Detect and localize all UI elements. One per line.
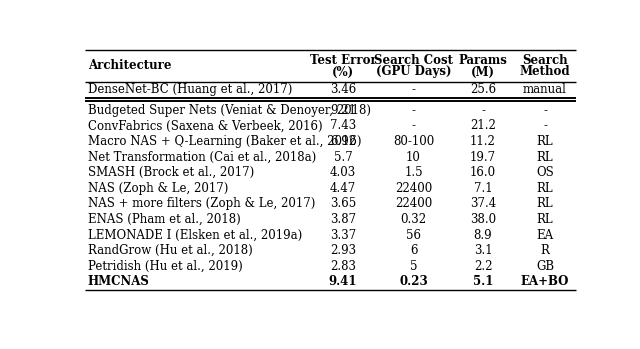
Text: 80-100: 80-100 [393, 135, 434, 148]
Text: Method: Method [520, 66, 570, 79]
Text: Search Cost: Search Cost [374, 54, 453, 67]
Text: 2.2: 2.2 [474, 260, 492, 273]
Text: 4.03: 4.03 [330, 166, 356, 179]
Text: LEMONADE I (Elsken et al., 2019a): LEMONADE I (Elsken et al., 2019a) [88, 229, 302, 242]
Text: ConvFabrics (Saxena & Verbeek, 2016): ConvFabrics (Saxena & Verbeek, 2016) [88, 119, 323, 133]
Text: 6: 6 [410, 244, 417, 257]
Text: 5.1: 5.1 [473, 275, 493, 288]
Text: -: - [412, 119, 415, 133]
Text: 0.23: 0.23 [399, 275, 428, 288]
Text: 4.47: 4.47 [330, 182, 356, 195]
Text: SMASH (Brock et al., 2017): SMASH (Brock et al., 2017) [88, 166, 254, 179]
Text: OS: OS [536, 166, 554, 179]
Text: EA: EA [536, 229, 554, 242]
Text: 22400: 22400 [395, 182, 432, 195]
Text: 38.0: 38.0 [470, 213, 496, 226]
Text: 37.4: 37.4 [470, 198, 496, 210]
Text: 1.5: 1.5 [404, 166, 423, 179]
Text: Petridish (Hu et al., 2019): Petridish (Hu et al., 2019) [88, 260, 243, 273]
Text: 16.0: 16.0 [470, 166, 496, 179]
Text: DenseNet-BC (Huang et al., 2017): DenseNet-BC (Huang et al., 2017) [88, 83, 292, 96]
Text: EA+BO: EA+BO [521, 275, 569, 288]
Text: (%): (%) [332, 66, 354, 79]
Text: 10: 10 [406, 151, 421, 164]
Text: RL: RL [537, 182, 554, 195]
Text: manual: manual [523, 83, 567, 96]
Text: 7.43: 7.43 [330, 119, 356, 133]
Text: Net Transformation (Cai et al., 2018a): Net Transformation (Cai et al., 2018a) [88, 151, 316, 164]
Text: NAS (Zoph & Le, 2017): NAS (Zoph & Le, 2017) [88, 182, 228, 195]
Text: 22400: 22400 [395, 198, 432, 210]
Text: 11.2: 11.2 [470, 135, 496, 148]
Text: 0.32: 0.32 [401, 213, 427, 226]
Text: -: - [481, 104, 485, 117]
Text: Architecture: Architecture [88, 59, 172, 72]
Text: 5: 5 [410, 260, 417, 273]
Text: 25.6: 25.6 [470, 83, 496, 96]
Text: -: - [543, 119, 547, 133]
Text: Test Error: Test Error [310, 54, 376, 67]
Text: -: - [543, 104, 547, 117]
Text: (M): (M) [471, 66, 495, 79]
Text: RandGrow (Hu et al., 2018): RandGrow (Hu et al., 2018) [88, 244, 253, 257]
Text: RL: RL [537, 198, 554, 210]
Text: 3.87: 3.87 [330, 213, 356, 226]
Text: GB: GB [536, 260, 554, 273]
Text: (GPU Days): (GPU Days) [376, 66, 451, 79]
Text: HMCNAS: HMCNAS [88, 275, 150, 288]
Text: RL: RL [537, 151, 554, 164]
Text: 6.92: 6.92 [330, 135, 356, 148]
Text: 56: 56 [406, 229, 421, 242]
Text: 9.41: 9.41 [328, 275, 357, 288]
Text: NAS + more filters (Zoph & Le, 2017): NAS + more filters (Zoph & Le, 2017) [88, 198, 316, 210]
Text: -: - [412, 104, 415, 117]
Text: 3.46: 3.46 [330, 83, 356, 96]
Text: ENAS (Pham et al., 2018): ENAS (Pham et al., 2018) [88, 213, 241, 226]
Text: 2.93: 2.93 [330, 244, 356, 257]
Text: 9.21: 9.21 [330, 104, 356, 117]
Text: Search: Search [522, 54, 568, 67]
Text: Macro NAS + Q-Learning (Baker et al., 2016): Macro NAS + Q-Learning (Baker et al., 20… [88, 135, 362, 148]
Text: 21.2: 21.2 [470, 119, 496, 133]
Text: 5.7: 5.7 [333, 151, 352, 164]
Text: 7.1: 7.1 [474, 182, 492, 195]
Text: 3.65: 3.65 [330, 198, 356, 210]
Text: 3.37: 3.37 [330, 229, 356, 242]
Text: -: - [412, 83, 415, 96]
Text: Params: Params [459, 54, 508, 67]
Text: RL: RL [537, 213, 554, 226]
Text: RL: RL [537, 135, 554, 148]
Text: 2.83: 2.83 [330, 260, 356, 273]
Text: 19.7: 19.7 [470, 151, 496, 164]
Text: 3.1: 3.1 [474, 244, 492, 257]
Text: R: R [541, 244, 549, 257]
Text: 8.9: 8.9 [474, 229, 492, 242]
Text: Budgeted Super Nets (Veniat & Denoyer, 2018): Budgeted Super Nets (Veniat & Denoyer, 2… [88, 104, 371, 117]
